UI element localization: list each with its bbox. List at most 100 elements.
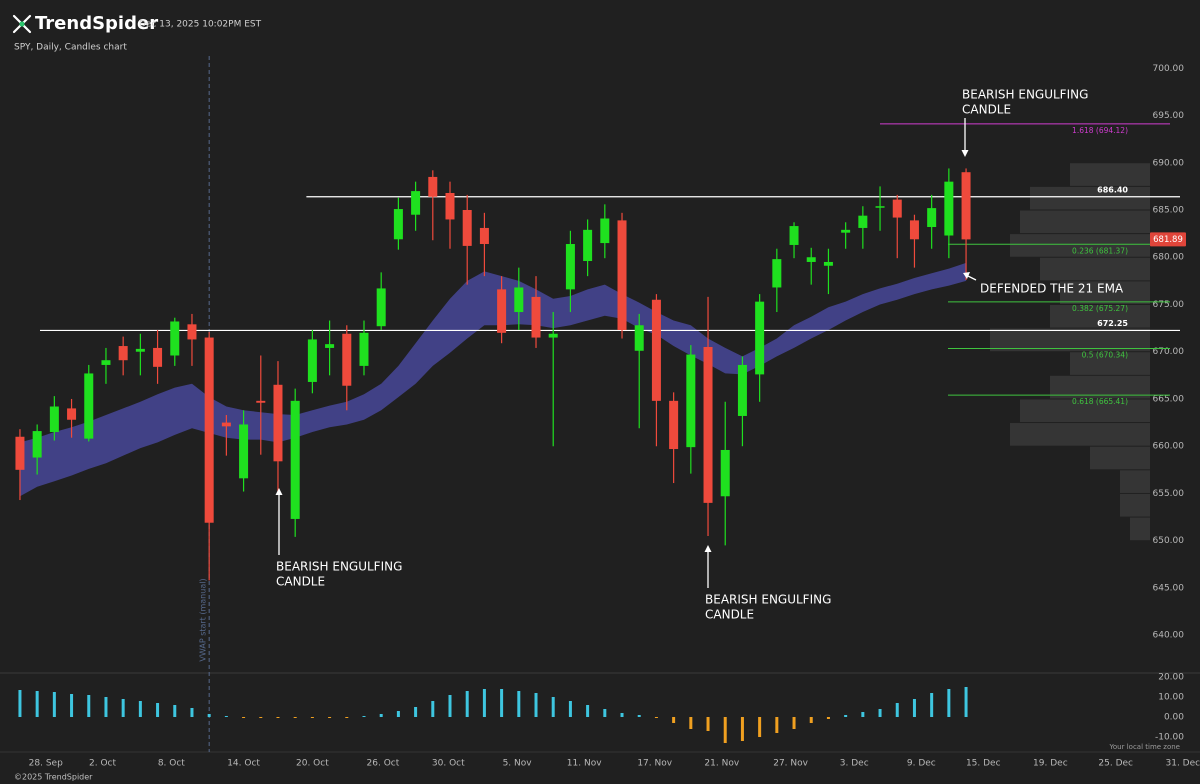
- volume-profile-bar: [1130, 517, 1150, 541]
- y-tick-label: 665.00: [1153, 394, 1185, 404]
- candle-body: [221, 422, 231, 427]
- candle-body: [393, 209, 403, 240]
- indicator-bar: [912, 699, 916, 717]
- arrow-head: [963, 272, 970, 279]
- x-tick-label: 30. Oct: [432, 759, 465, 769]
- y2-tick-label: 10.00: [1158, 693, 1184, 703]
- volume-profile-bar: [1030, 186, 1150, 210]
- candle-body: [290, 400, 300, 519]
- last-price-tag: [1150, 232, 1186, 247]
- fib-label: 0.236 (681.37): [1072, 246, 1128, 255]
- fib-label: 1.618 (694.12): [1072, 126, 1128, 135]
- candle-body: [892, 199, 902, 218]
- candle-body: [875, 206, 885, 208]
- annotation: CANDLE: [962, 103, 1011, 117]
- indicator-bar: [448, 695, 452, 717]
- y2-tick-label: 20.00: [1158, 673, 1184, 683]
- indicator-bar: [207, 714, 211, 717]
- volume-profile-bar: [1010, 423, 1150, 446]
- indicator-bar: [379, 714, 383, 717]
- y-tick-label: 640.00: [1153, 631, 1185, 641]
- indicator-bar: [18, 690, 22, 717]
- annotation-arrow: [961, 118, 969, 157]
- indicator-bar: [844, 715, 848, 717]
- indicator-bar: [706, 717, 710, 731]
- y-tick-label: 650.00: [1153, 536, 1185, 546]
- indicator-bar: [190, 708, 194, 717]
- indicator-bar: [964, 687, 968, 717]
- candle-body: [617, 220, 627, 330]
- indicator-bar: [431, 701, 435, 717]
- candle-body: [135, 348, 145, 352]
- x-tick-label: 15. Dec: [966, 759, 1001, 769]
- x-tick-label: 14. Oct: [227, 759, 260, 769]
- annotation: CANDLE: [705, 608, 754, 622]
- candle-body: [806, 257, 816, 262]
- volume-profile-bar: [1010, 234, 1150, 257]
- x-tick-label: 8. Oct: [158, 759, 185, 769]
- indicator-bar: [396, 711, 400, 717]
- candle-body: [187, 324, 197, 340]
- copyright: ©2025 TrendSpider: [14, 773, 93, 782]
- y2-tick-label: 0.00: [1164, 713, 1184, 723]
- candle-body: [67, 408, 77, 420]
- volume-profile-bar: [1040, 257, 1150, 281]
- chart-title: SPY, Daily, Candles chart: [14, 43, 127, 53]
- candle-body: [514, 287, 524, 313]
- arrow-shaft: [967, 275, 977, 281]
- volume-profile-bar: [1020, 210, 1150, 234]
- arrow-head: [275, 488, 283, 495]
- y-tick-label: 645.00: [1153, 583, 1185, 593]
- vertical-marker-label: VWAP start (manual): [199, 578, 208, 661]
- candle-body: [445, 192, 455, 220]
- candle-body: [909, 220, 919, 240]
- volume-profile-bar: [1070, 163, 1150, 186]
- y-tick-label: 700.00: [1153, 64, 1185, 74]
- candle-body: [411, 191, 421, 215]
- arrow-head: [961, 150, 969, 157]
- timezone-note: Your local time zone: [1109, 743, 1180, 751]
- arrow-head: [704, 545, 712, 552]
- candle-body: [772, 259, 782, 288]
- candle-body: [686, 354, 696, 448]
- candle-body: [273, 384, 283, 462]
- indicator-bar: [586, 705, 590, 717]
- indicator-bar: [482, 689, 486, 717]
- indicator-bar: [775, 717, 779, 733]
- candle-body: [15, 436, 25, 470]
- volume-profile-bar: [1120, 493, 1150, 517]
- y-tick-label: 660.00: [1153, 442, 1185, 452]
- indicator-bar: [138, 701, 142, 717]
- fib-label: 0.5 (670.34): [1082, 351, 1128, 360]
- indicator-bar: [156, 703, 160, 717]
- y-tick-label: 690.00: [1153, 158, 1185, 168]
- x-tick-label: 17. Nov: [637, 759, 672, 769]
- indicator-bar: [173, 705, 177, 717]
- indicator-bar: [224, 716, 228, 717]
- candle-body: [204, 337, 214, 523]
- candle-body: [84, 373, 94, 439]
- candle-body: [497, 289, 507, 333]
- indicator-bar: [878, 709, 882, 717]
- indicator-bar: [930, 693, 934, 717]
- y-tick-label: 680.00: [1153, 253, 1185, 263]
- y2-tick-label: -10.00: [1155, 733, 1184, 743]
- indicator-bar: [758, 717, 762, 737]
- candle-body: [755, 301, 765, 375]
- indicator-bar: [551, 697, 555, 717]
- indicator-bar: [809, 717, 813, 723]
- candle-body: [720, 449, 730, 497]
- x-tick-label: 31. Dec: [1166, 759, 1200, 769]
- candle-body: [325, 344, 335, 348]
- candle-body: [703, 346, 713, 503]
- volume-profile-bar: [1120, 470, 1150, 493]
- indicator-bar: [87, 695, 91, 717]
- brand: TrendSpider: [35, 13, 158, 34]
- fib-label: 0.382 (675.27): [1072, 304, 1128, 313]
- indicator-bar: [293, 717, 297, 718]
- y-tick-label: 675.00: [1153, 300, 1185, 310]
- indicator-bar: [345, 717, 349, 718]
- indicator-bar: [517, 691, 521, 717]
- indicator-bar: [826, 717, 830, 719]
